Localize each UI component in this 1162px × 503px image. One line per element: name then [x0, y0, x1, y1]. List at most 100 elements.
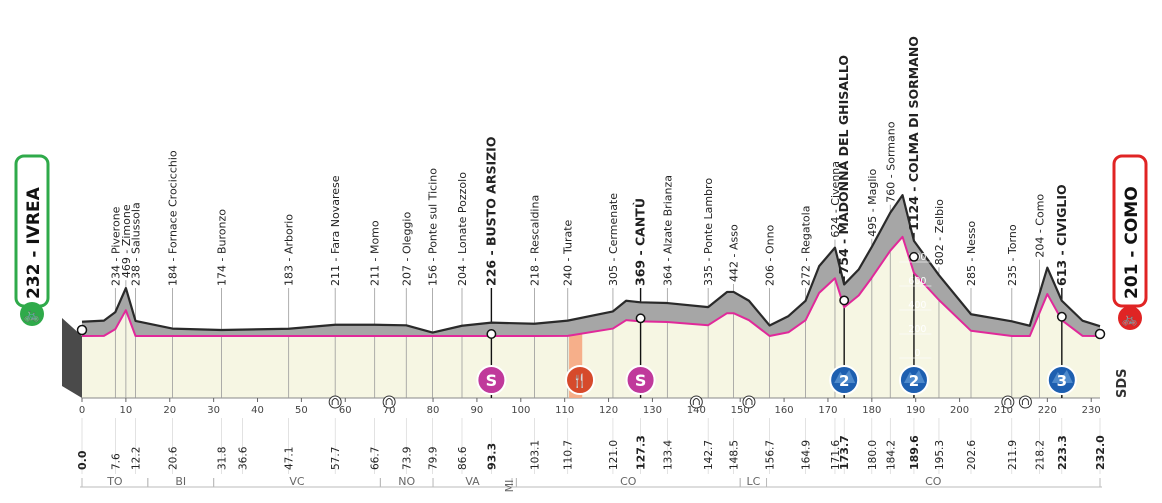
x-tick-label: 210 [994, 405, 1013, 416]
tunnel-circle [1018, 395, 1032, 409]
ref-axis-tick-label: 400 [908, 300, 926, 311]
start-dot [76, 324, 88, 336]
waypoint-dot [635, 313, 646, 324]
tunnel-icon [1001, 395, 1015, 409]
waypoint-km: 232.0 [1094, 435, 1107, 470]
x-axis-ticks: 0 10 20 30 40 50 60 70 80 90 100 110 120 130 140 150 160… [79, 398, 1101, 416]
waypoint-label: 760 - Sormano [884, 121, 897, 202]
waypoint-km: 156.7 [765, 440, 777, 470]
tunnel-icon [1018, 395, 1032, 409]
x-tick-label: 80 [427, 405, 440, 416]
x-tick-label: 60 [339, 405, 352, 416]
waypoint-km: 142.7 [703, 440, 715, 470]
kom-category: 2 [909, 372, 919, 390]
sprint-circle [625, 365, 656, 395]
brand-logo: SDS [1115, 368, 1130, 398]
waypoint-label: 184 - Fornace Crocicchio [166, 150, 179, 286]
waypoint-label: 206 - Onno [764, 224, 777, 286]
waypoint-label: 226 - BUSTO ARSIZIO [483, 137, 498, 286]
waypoint-label: 335 - Ponte Lambro [702, 178, 715, 286]
sprint-marker: S [625, 365, 656, 395]
waypoint-km: 148.5 [729, 440, 741, 470]
x-tick-label: 170 [818, 405, 837, 416]
province-label: VC [289, 475, 305, 488]
waypoint-label: 207 - Oleggio [400, 212, 413, 286]
sprint-marker: S [476, 365, 507, 395]
waypoint-km: 184.2 [885, 440, 897, 470]
finish-dot [1094, 328, 1106, 340]
waypoint-km: 171.6 [830, 440, 842, 470]
tunnel-arch [385, 398, 393, 405]
markers: S 🍴 S 2 2 3 [76, 251, 1106, 409]
x-tick-label: 220 [1038, 405, 1057, 416]
waypoint-km: 164.9 [801, 440, 813, 470]
tunnel-circle [1001, 395, 1015, 409]
waypoint-km: 223.3 [1056, 435, 1069, 470]
waypoint-label: 369 - CANTÙ [633, 198, 648, 286]
waypoint-label: 624 - Civenna [829, 161, 842, 238]
tunnel-icon [328, 395, 342, 409]
waypoint-km: 211.9 [1007, 440, 1019, 470]
waypoint-label: 754 - MADONNA DEL GHISALLO [836, 55, 851, 274]
finish-label: 201 - COMO [1122, 186, 1142, 299]
feed-cutlery-icon: 🍴 [572, 373, 588, 389]
waypoint-km: 110.7 [563, 440, 575, 470]
waypoint-label: 234 - Piverone [109, 206, 122, 286]
kom-marker: 2 [829, 365, 860, 395]
profile-top-edge [81, 194, 1101, 334]
waypoint-label: 156 - Ponte sul Ticino [427, 168, 440, 286]
x-tick-label: 160 [775, 405, 794, 416]
waypoint-label: 495 - Maglio [866, 169, 879, 237]
waypoint-label: 204 - Lonate Pozzolo [456, 172, 469, 286]
tunnel-arch [331, 398, 339, 405]
finish-banner: 201 - COMO 🚲 [1112, 154, 1148, 330]
ref-axis-tick-label: 200 [908, 324, 926, 335]
waypoint-label: 218 - Rescaldina [528, 195, 541, 286]
waypoint-dot [909, 251, 919, 262]
waypoint-dot [1056, 311, 1067, 322]
waypoint-label: 204 - Como [1033, 194, 1046, 258]
province-label: VA [465, 475, 480, 488]
waypoint-km: 7.6 [110, 453, 122, 470]
waypoint-km: 79.9 [428, 447, 440, 470]
feed-circle [565, 365, 596, 395]
waypoint-km: 121.0 [608, 440, 620, 470]
waypoint-km: 73.9 [401, 447, 413, 470]
province-label: LC [746, 475, 760, 488]
waypoint-label: 240 - Turate [562, 219, 575, 286]
waypoint-label: 364 - Alzate Brianza [661, 175, 674, 286]
sprint-letter: S [486, 371, 498, 390]
province-label: CO [620, 475, 637, 488]
feed-zone-marker: 🍴 [565, 365, 596, 395]
finish-cyclist-icon [1118, 306, 1142, 330]
x-tick-label: 180 [862, 405, 881, 416]
x-tick-label: 200 [950, 405, 969, 416]
x-tick-label: 30 [207, 405, 220, 416]
province-label: CO [925, 475, 942, 488]
waypoint-label: 183 - Arborio [283, 214, 296, 286]
x-tick-label: 0 [79, 405, 85, 416]
province-label: MI [503, 480, 516, 493]
waypoint-km: 36.6 [238, 446, 250, 470]
profile-left-wedge [62, 318, 82, 398]
tunnel-icon [742, 395, 756, 409]
x-tick-label: 150 [731, 405, 750, 416]
kom-category: 2 [839, 372, 849, 390]
profile-road-line [81, 235, 1101, 337]
waypoint-km: 202.6 [966, 440, 978, 470]
waypoint-km: 195.3 [934, 440, 946, 470]
tunnel-arch [692, 398, 700, 405]
waypoint-label: 613 - CIVIGLIO [1054, 184, 1069, 286]
waypoint-label: 235 - Torno [1006, 224, 1019, 286]
waypoint-km: 218.2 [1034, 440, 1046, 470]
x-tick-label: 90 [471, 405, 484, 416]
start-cyclist-icon [20, 302, 44, 326]
x-tick-label: 70 [383, 405, 396, 416]
ref-axis-tick-label: 600 [908, 276, 926, 287]
waypoint-label: 238 - Salussola [130, 202, 143, 286]
tunnel-circle [689, 395, 703, 409]
waypoint-label: 174 - Buronzo [216, 209, 229, 286]
kom-mountain-icon [903, 370, 925, 383]
waypoint-km: 66.7 [370, 447, 382, 470]
waypoint-km: 57.7 [330, 447, 342, 470]
